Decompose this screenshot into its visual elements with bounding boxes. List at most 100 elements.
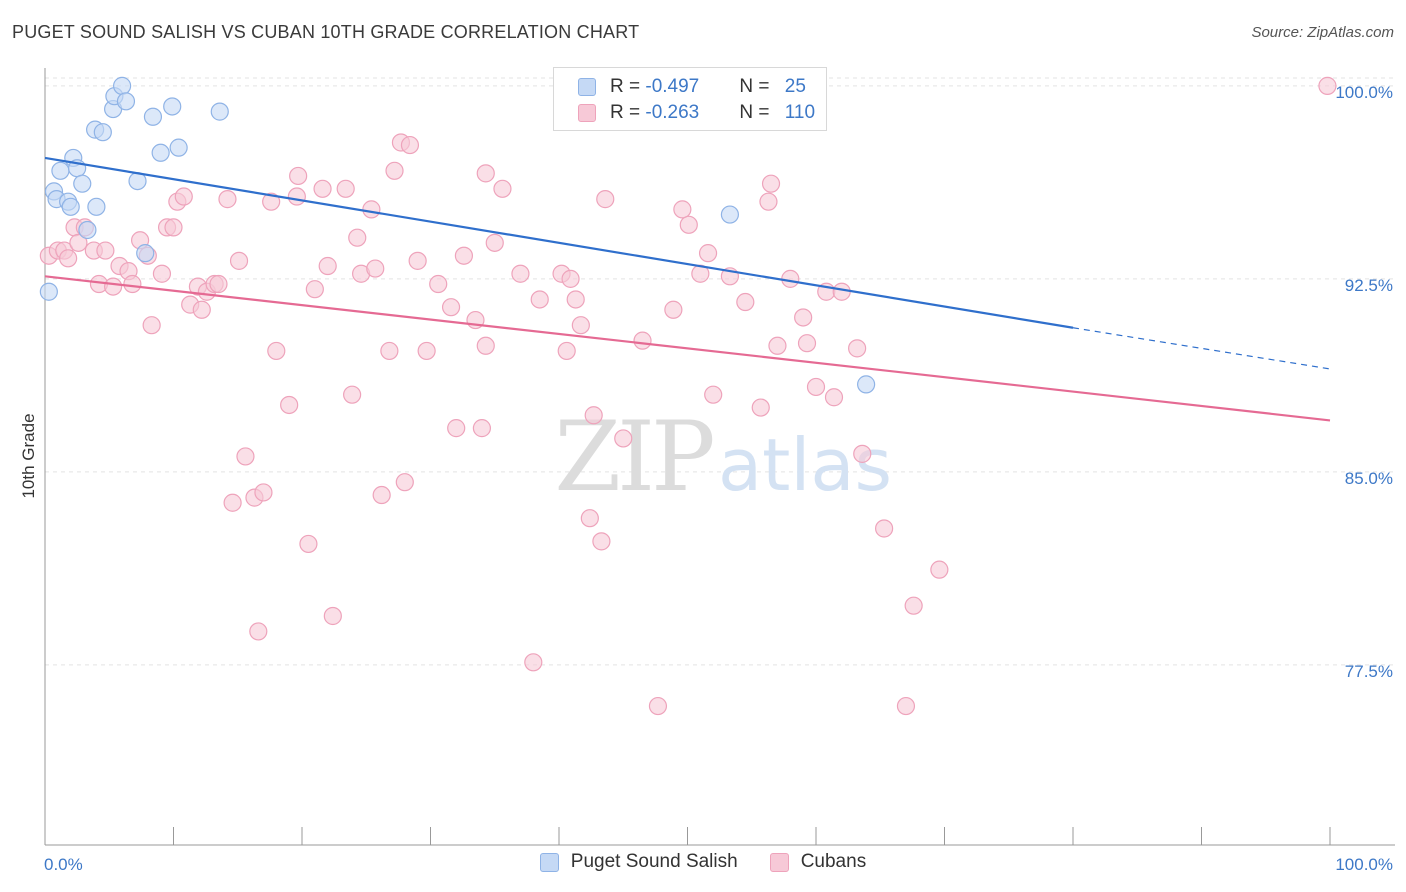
cubans-point — [806, 377, 826, 397]
cubans-point — [249, 622, 268, 641]
trend-line-puget-sound-salish — [44, 156, 1074, 329]
cubans-point — [794, 308, 813, 327]
legend-item-cubans[interactable]: Cubans — [769, 851, 867, 873]
cubans-point — [152, 264, 172, 283]
cubans-point — [704, 385, 723, 404]
cubans-point — [797, 334, 817, 353]
cubans-point — [476, 164, 495, 183]
puget-sound-salish-point — [93, 123, 112, 142]
cubans-point — [736, 292, 755, 312]
cubans-point — [262, 192, 281, 211]
cubans-point — [336, 179, 355, 198]
cubans-point — [280, 395, 299, 415]
legend-swatch-blue — [578, 78, 596, 96]
cubans-point — [848, 339, 867, 358]
cubans-point — [530, 290, 549, 309]
trend-lines — [44, 156, 1331, 422]
cubans-point — [299, 534, 318, 554]
legend-n-label: N = — [739, 76, 775, 97]
puget-sound-salish-point — [857, 375, 876, 394]
puget-sound-salish-point — [61, 197, 80, 216]
legend-item-puget-sound-salish[interactable]: Puget Sound Salish — [539, 851, 738, 873]
cubans-point — [192, 300, 211, 319]
cubans-point — [493, 179, 512, 198]
cubans-point — [59, 249, 78, 268]
x-tick-label-min: 0.0% — [44, 855, 83, 874]
cubans-point — [761, 174, 781, 193]
cubans-point — [313, 179, 332, 198]
puget-sound-salish-point — [51, 161, 70, 180]
legend-row-pink: R = -0.263 N = 110 — [578, 101, 815, 125]
cubans-point — [267, 341, 286, 361]
watermark: ZIP atlas — [554, 401, 892, 513]
cubans-point — [824, 388, 844, 407]
puget-sound-salish-point — [112, 76, 132, 95]
legend-r-label: R = — [610, 76, 646, 97]
cubans-point — [289, 166, 308, 186]
cubans-point — [1318, 76, 1337, 95]
series-legend: Puget Sound Salish Cubans — [0, 851, 1406, 873]
cubans-point — [429, 274, 448, 294]
cubans-point — [476, 336, 495, 355]
cubans-point — [511, 264, 530, 283]
puget-sound-salish-point — [143, 107, 163, 126]
cubans-point — [123, 274, 142, 294]
cubans-point — [343, 385, 362, 404]
cubans-point — [896, 696, 916, 716]
cubans-point — [633, 331, 652, 350]
cubans-point — [441, 298, 461, 317]
legend-label-puget-sound-salish: Puget Sound Salish — [570, 851, 738, 872]
legend-label-cubans: Cubans — [800, 851, 867, 872]
legend-n-value-pink: 110 — [784, 102, 816, 123]
cubans-point — [348, 228, 367, 247]
cubans-point — [174, 187, 193, 206]
cubans-point — [223, 493, 242, 512]
cubans-point — [832, 282, 851, 301]
cubans-points — [39, 76, 1337, 716]
cubans-point — [395, 473, 414, 492]
cubans-point — [679, 215, 698, 234]
trend-line-puget-sound-salish-extension — [1072, 327, 1331, 370]
y-tick-label: 77.5% — [1345, 662, 1393, 681]
y-tick-label: 85.0% — [1345, 469, 1393, 488]
legend-swatch-pink — [769, 852, 789, 872]
cubans-point — [592, 532, 611, 551]
cubans-point — [362, 200, 381, 219]
cubans-point — [904, 596, 923, 615]
cubans-point — [853, 444, 872, 463]
legend-row-blue: R = -0.497 N = 25 — [578, 75, 806, 99]
x-tick-label-max: 100.0% — [1335, 855, 1393, 874]
puget-sound-salish-point — [169, 138, 188, 157]
puget-sound-salish-point — [136, 244, 155, 263]
y-tick-label: 92.5% — [1345, 276, 1393, 295]
cubans-point — [454, 246, 474, 265]
cubans-point — [751, 398, 770, 417]
axis-labels: 100.0% 92.5% 85.0% 77.5% 0.0% 100.0% 10th Grad… — [19, 83, 1393, 874]
cubans-point — [472, 419, 491, 438]
puget-sound-salish-point — [78, 220, 97, 240]
legend-swatch-blue — [539, 852, 559, 872]
cubans-point — [372, 485, 391, 505]
cubans-point — [571, 316, 590, 335]
cubans-point — [385, 161, 404, 180]
cubans-point — [408, 251, 427, 270]
cubans-point — [323, 606, 342, 626]
cubans-point — [69, 233, 88, 252]
cubans-point — [305, 280, 324, 299]
puget-sound-salish-point — [87, 197, 106, 216]
cubans-point — [580, 509, 599, 528]
cubans-point — [209, 274, 228, 294]
cubans-point — [96, 241, 115, 260]
puget-sound-salish-point — [116, 92, 136, 111]
puget-sound-salish-point — [151, 143, 170, 162]
cubans-point — [664, 300, 683, 319]
cubans-point — [561, 269, 580, 288]
cubans-point — [318, 256, 337, 276]
cubans-point — [584, 406, 603, 425]
cubans-point — [254, 483, 273, 502]
gridlines — [45, 77, 1395, 666]
cubans-point — [875, 519, 894, 538]
puget-sound-salish-point — [73, 174, 92, 193]
cubans-point — [596, 190, 615, 209]
